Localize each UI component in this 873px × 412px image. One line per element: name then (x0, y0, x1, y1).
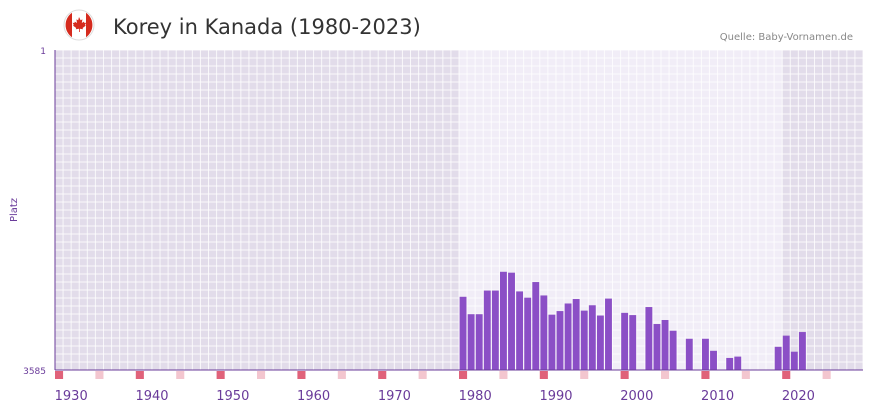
bar-2012 (734, 356, 742, 370)
bar-2006 (685, 338, 693, 370)
chart-title: Korey in Kanada (1980-2023) (113, 15, 421, 39)
bar-2011 (726, 357, 734, 370)
x-tick-label-2020: 2020 (782, 389, 815, 404)
bar-2020 (798, 332, 806, 370)
bar-series (459, 271, 806, 370)
bar-1996 (605, 298, 612, 370)
y-axis-label: Platz (9, 198, 20, 222)
bar-1994 (588, 305, 596, 370)
half-decade-marker (337, 371, 346, 379)
bar-1983 (500, 271, 507, 370)
bar-1998 (621, 312, 629, 370)
bar-2002 (653, 324, 661, 370)
bar-2001 (645, 307, 653, 370)
decade-marker (135, 371, 144, 379)
half-decade-marker (499, 371, 508, 379)
decade-marker (55, 371, 64, 379)
half-decade-marker (580, 371, 589, 379)
x-tick-label-2000: 2000 (620, 389, 653, 404)
bar-1982 (491, 290, 499, 370)
half-decade-marker (418, 371, 427, 379)
bar-2008 (702, 338, 709, 370)
decade-marker (620, 371, 629, 379)
bar-1995 (596, 315, 604, 370)
decade-marker (297, 371, 306, 379)
bar-1999 (629, 315, 637, 370)
half-decade-marker (176, 371, 185, 379)
decade-marker (216, 371, 225, 379)
half-decade-marker (257, 371, 266, 379)
half-decade-marker (661, 371, 670, 379)
x-tick-label-2010: 2010 (701, 389, 734, 404)
x-tick-label-1940: 1940 (135, 389, 168, 404)
half-decade-marker (95, 371, 104, 379)
x-tick-label-1970: 1970 (378, 389, 411, 404)
bar-1978 (459, 296, 467, 370)
decade-marker (539, 371, 548, 379)
bar-1992 (572, 299, 580, 370)
bar-1984 (508, 272, 515, 370)
bar-1986 (524, 297, 532, 370)
x-tick-label-1990: 1990 (539, 389, 572, 404)
x-tick-label-1980: 1980 (459, 389, 492, 404)
bar-1981 (483, 290, 491, 370)
bar-2019 (790, 351, 798, 370)
canada-flag-icon (63, 9, 95, 41)
decade-marker (782, 371, 791, 379)
x-tick-label-1960: 1960 (297, 389, 330, 404)
half-decade-marker (741, 371, 750, 379)
bar-1993 (580, 310, 588, 370)
y-tick-label-bottom: 3585 (23, 367, 46, 377)
bar-1979 (467, 314, 475, 370)
source-label: Quelle: Baby-Vornamen.de (720, 32, 853, 43)
bar-2018 (782, 335, 790, 370)
bar-1989 (548, 314, 556, 370)
x-tick-label-1950: 1950 (216, 389, 249, 404)
bar-1990 (556, 311, 564, 370)
bar-2009 (710, 350, 717, 370)
x-tick-label-1930: 1930 (55, 389, 88, 404)
bar-1991 (564, 303, 572, 370)
bar-1987 (532, 282, 540, 370)
decade-marker (701, 371, 710, 379)
decade-marker (459, 371, 468, 379)
bar-1980 (475, 314, 483, 370)
bar-2004 (669, 330, 677, 370)
bar-1985 (516, 291, 524, 370)
bar-1988 (540, 295, 548, 370)
half-decade-marker (822, 371, 831, 379)
y-tick-label-top: 1 (40, 47, 46, 57)
decade-marker (378, 371, 387, 379)
bar-2003 (661, 320, 669, 370)
bar-2017 (774, 346, 782, 370)
